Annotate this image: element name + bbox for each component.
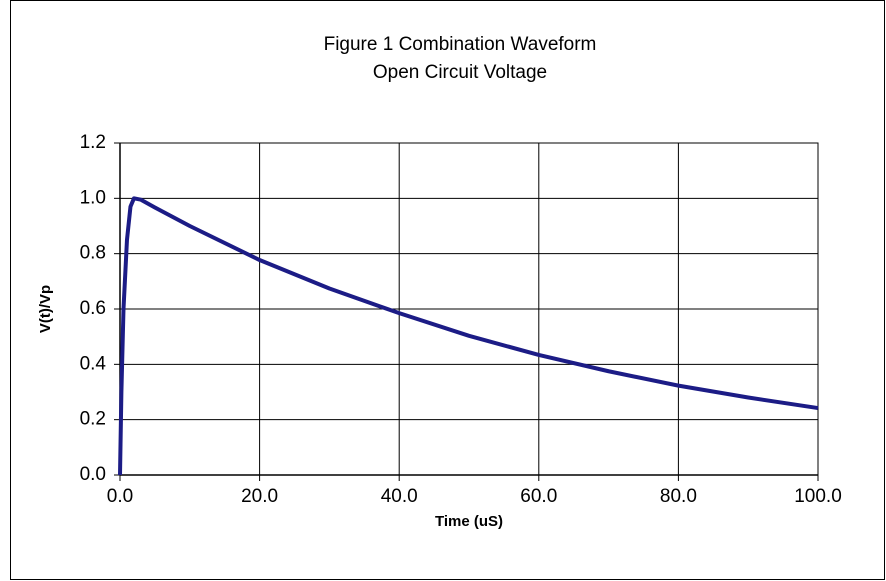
x-tick-label: 20.0 bbox=[241, 486, 278, 507]
x-tick-label: 0.0 bbox=[107, 486, 133, 507]
y-tick-label: 0.8 bbox=[80, 243, 106, 264]
chart-subtitle: Open Circuit Voltage bbox=[373, 62, 547, 83]
x-tick-label: 60.0 bbox=[520, 486, 557, 507]
data-line bbox=[118, 196, 819, 476]
y-axis-label: V(t)/Vp bbox=[37, 285, 54, 333]
x-tick-label: 100.0 bbox=[794, 486, 842, 507]
y-tick-label: 1.2 bbox=[80, 132, 106, 153]
y-tick-label: 1.0 bbox=[80, 187, 106, 208]
y-tick-label: 0.6 bbox=[80, 298, 106, 319]
chart-title: Figure 1 Combination Waveform bbox=[324, 34, 597, 55]
x-tick-label: 80.0 bbox=[660, 486, 697, 507]
x-tick-label: 40.0 bbox=[381, 486, 418, 507]
y-tick-label: 0.2 bbox=[80, 409, 106, 430]
x-axis-label: Time (uS) bbox=[435, 513, 503, 530]
y-tick-label: 0.0 bbox=[80, 464, 106, 485]
y-tick-label: 0.4 bbox=[80, 353, 107, 374]
